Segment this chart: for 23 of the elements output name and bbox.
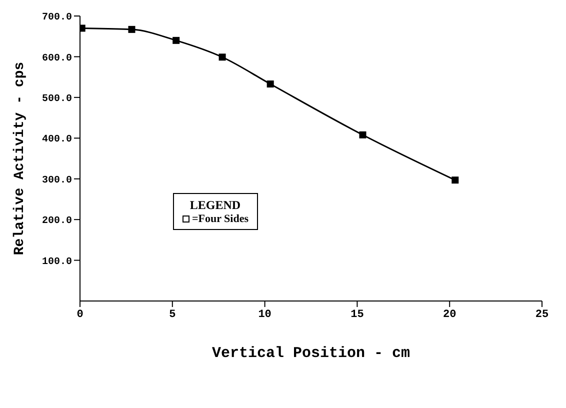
x-tick-label: 0 <box>76 308 84 321</box>
point <box>218 54 226 61</box>
y-axis-title: Relative Activity - cps <box>12 62 28 256</box>
y-tick-label: 600.0 <box>42 53 72 64</box>
legend-label: =Four Sides <box>192 213 248 225</box>
y-tick-label: 700.0 <box>42 12 72 24</box>
point <box>128 26 136 33</box>
x-tick-label: 25 <box>535 308 549 321</box>
point <box>452 176 459 184</box>
x-tick-label: 15 <box>350 308 364 321</box>
y-tick-label: 200.0 <box>42 216 72 228</box>
x-tick-label: 20 <box>443 308 456 321</box>
legend-title: LEGEND <box>188 198 242 213</box>
y-tick-label: 300.0 <box>42 175 72 186</box>
point <box>266 80 274 88</box>
x-axis-title: Vertical Position - cm <box>212 345 410 362</box>
y-tick-label: 500.0 <box>42 94 72 105</box>
point <box>172 36 180 44</box>
x-tick-label: 5 <box>169 308 176 321</box>
y-tick-label: 100.0 <box>42 256 72 268</box>
point <box>359 131 366 138</box>
x-tick-label: 10 <box>258 308 272 321</box>
y-tick-label: 400.0 <box>42 134 72 146</box>
